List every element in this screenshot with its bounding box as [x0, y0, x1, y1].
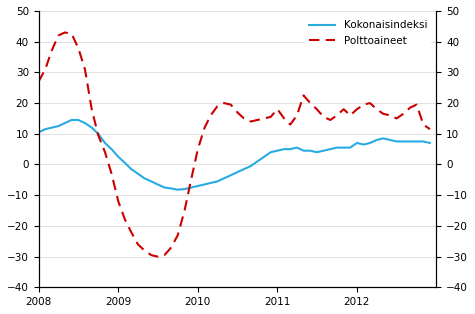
Legend: Kokonaisindeksi, Polttoaineet: Kokonaisindeksi, Polttoaineet — [305, 16, 431, 50]
